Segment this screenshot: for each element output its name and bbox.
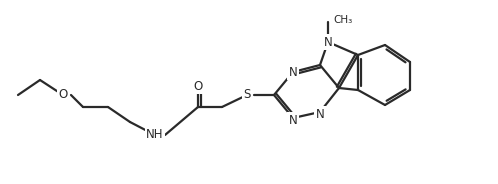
Text: O: O: [193, 79, 203, 93]
Text: N: N: [324, 36, 332, 49]
Text: N: N: [289, 114, 297, 127]
Text: N: N: [289, 66, 297, 79]
Text: N: N: [316, 107, 324, 121]
Text: CH₃: CH₃: [333, 15, 352, 25]
Text: S: S: [244, 89, 250, 102]
Text: O: O: [58, 89, 68, 102]
Text: NH: NH: [146, 128, 164, 141]
